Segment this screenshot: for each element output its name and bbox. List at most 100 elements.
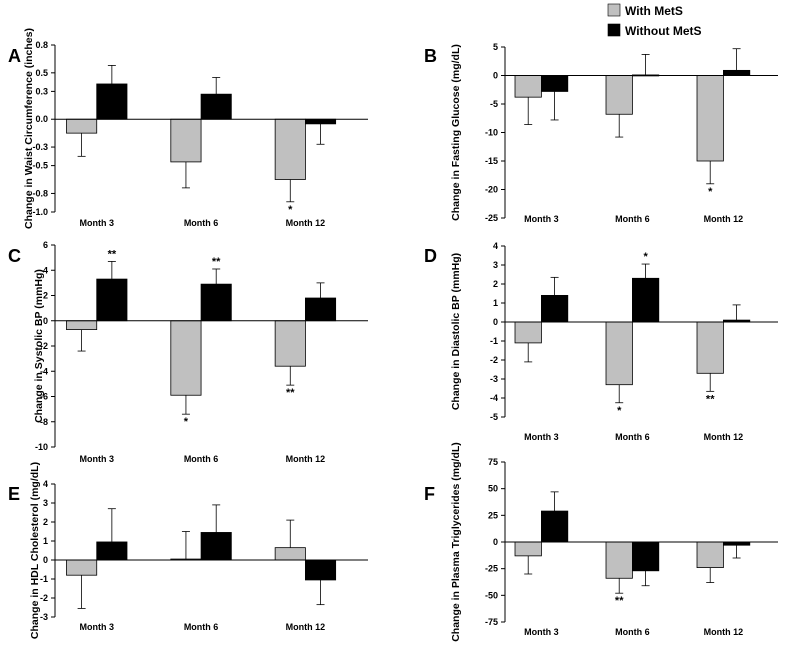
bar-with-mets bbox=[274, 547, 306, 561]
y-tick-label: -20 bbox=[485, 185, 498, 195]
panels: A Change in Waist Circumference (inches) 0… bbox=[8, 28, 778, 642]
bar-without-mets bbox=[200, 93, 232, 120]
x-category-label: Month 12 bbox=[704, 627, 744, 637]
y-tick-label: 5 bbox=[493, 42, 498, 52]
bar-without-mets bbox=[96, 541, 128, 561]
y-tick-label: -1 bbox=[40, 574, 48, 584]
bar-with-mets bbox=[605, 75, 633, 115]
y-tick-label: 75 bbox=[488, 457, 498, 467]
y-tick-label: 6 bbox=[43, 240, 48, 250]
panel-letter: A bbox=[8, 46, 21, 66]
panel-letter: D bbox=[424, 246, 437, 266]
y-tick-label: 0.5 bbox=[35, 68, 48, 78]
y-tick-label: 1 bbox=[493, 298, 498, 308]
bar-without-mets bbox=[723, 69, 751, 76]
legend: With MetS Without MetS bbox=[607, 3, 702, 38]
y-tick-label: -6 bbox=[40, 392, 48, 402]
y-tick-label: -50 bbox=[485, 590, 498, 600]
bar-with-mets bbox=[605, 541, 633, 579]
significance-marker: ** bbox=[615, 595, 624, 607]
y-tick-label: 0 bbox=[493, 537, 498, 547]
y-axis-title: Change in Diastolic BP (mmHg) bbox=[450, 253, 462, 410]
bar-without-mets bbox=[632, 541, 660, 572]
bar-with-mets bbox=[274, 118, 306, 180]
y-tick-label: -0.8 bbox=[32, 188, 48, 198]
y-tick-label: -2 bbox=[40, 341, 48, 351]
bar-with-mets bbox=[274, 320, 306, 367]
bar-without-mets bbox=[200, 283, 232, 322]
x-category-label: Month 12 bbox=[286, 454, 326, 464]
x-category-label: Month 3 bbox=[79, 622, 114, 632]
significance-marker: * bbox=[617, 405, 622, 417]
y-tick-label: -4 bbox=[40, 366, 48, 376]
x-category-label: Month 3 bbox=[524, 627, 559, 637]
significance-marker: * bbox=[288, 204, 293, 216]
panel-letter: F bbox=[424, 484, 435, 504]
y-tick-label: 0 bbox=[43, 316, 48, 326]
bar-with-mets bbox=[696, 541, 724, 569]
y-tick-label: -10 bbox=[485, 128, 498, 138]
x-category-label: Month 6 bbox=[615, 627, 650, 637]
significance-marker: ** bbox=[212, 256, 221, 268]
y-tick-label: -15 bbox=[485, 156, 498, 166]
y-tick-label: -2 bbox=[40, 593, 48, 603]
bar-without-mets bbox=[541, 75, 569, 92]
x-category-label: Month 3 bbox=[524, 432, 559, 442]
y-tick-label: -0.5 bbox=[32, 161, 48, 171]
panel-letter: C bbox=[8, 246, 21, 266]
y-tick-label: 0.8 bbox=[35, 40, 48, 50]
y-tick-label: 4 bbox=[43, 265, 48, 275]
y-tick-label: 0 bbox=[493, 317, 498, 327]
y-tick-label: 0.0 bbox=[35, 114, 48, 124]
y-tick-label: -5 bbox=[490, 412, 498, 422]
legend-swatch-with-mets bbox=[607, 3, 621, 17]
y-tick-label: 2 bbox=[43, 291, 48, 301]
x-category-label: Month 6 bbox=[184, 218, 219, 228]
x-category-label: Month 12 bbox=[286, 218, 326, 228]
x-category-label: Month 3 bbox=[79, 454, 114, 464]
y-tick-label: -0.3 bbox=[32, 142, 48, 152]
bar-without-mets bbox=[96, 83, 128, 120]
y-axis-title: Change in Systolic BP (mmHg) bbox=[33, 269, 45, 423]
legend-label-with-mets: With MetS bbox=[625, 4, 683, 18]
chart-panel-f: F Change in Plasma Triglycerides (mg/dL) 7… bbox=[424, 442, 778, 642]
x-category-label: Month 12 bbox=[704, 432, 744, 442]
x-category-label: Month 6 bbox=[615, 432, 650, 442]
y-tick-label: 50 bbox=[488, 484, 498, 494]
panel-letter: E bbox=[8, 484, 20, 504]
bar-with-mets bbox=[66, 320, 98, 330]
bar-with-mets bbox=[170, 118, 202, 163]
legend-label-without-mets: Without MetS bbox=[625, 24, 702, 38]
y-tick-label: -3 bbox=[490, 374, 498, 384]
chart-panel-e: E Change in HDL Cholesterol (mg/dL) 4 3 2 1 0 -… bbox=[8, 462, 368, 639]
y-tick-label: 2 bbox=[493, 279, 498, 289]
y-tick-label: -1 bbox=[490, 336, 498, 346]
bar-with-mets bbox=[66, 118, 98, 134]
y-tick-label: -2 bbox=[490, 355, 498, 365]
bar-with-mets bbox=[696, 321, 724, 374]
chart-panel-a: A Change in Waist Circumference (inches) 0… bbox=[8, 28, 368, 229]
y-tick-label: -75 bbox=[485, 617, 498, 627]
y-axis-title: Change in Fasting Glucose (mg/dL) bbox=[450, 44, 462, 221]
bar-with-mets bbox=[66, 559, 98, 576]
x-category-label: Month 12 bbox=[704, 214, 744, 224]
y-tick-label: -10 bbox=[35, 442, 48, 452]
x-category-label: Month 6 bbox=[184, 622, 219, 632]
x-category-label: Month 12 bbox=[286, 622, 326, 632]
bar-without-mets bbox=[541, 294, 569, 323]
bar-without-mets bbox=[96, 278, 128, 322]
bar-with-mets bbox=[605, 321, 633, 386]
bar-without-mets bbox=[304, 297, 337, 322]
y-tick-label: 4 bbox=[43, 479, 48, 489]
legend-swatch-without-mets bbox=[607, 23, 621, 37]
significance-marker: * bbox=[184, 416, 189, 428]
bar-without-mets bbox=[304, 118, 337, 125]
bar-with-mets bbox=[514, 321, 542, 344]
x-category-label: Month 6 bbox=[184, 454, 219, 464]
y-tick-label: 4 bbox=[493, 241, 498, 251]
bar-without-mets bbox=[200, 532, 232, 561]
y-tick-label: 25 bbox=[488, 510, 498, 520]
y-tick-label: -25 bbox=[485, 564, 498, 574]
bar-with-mets bbox=[514, 541, 542, 557]
